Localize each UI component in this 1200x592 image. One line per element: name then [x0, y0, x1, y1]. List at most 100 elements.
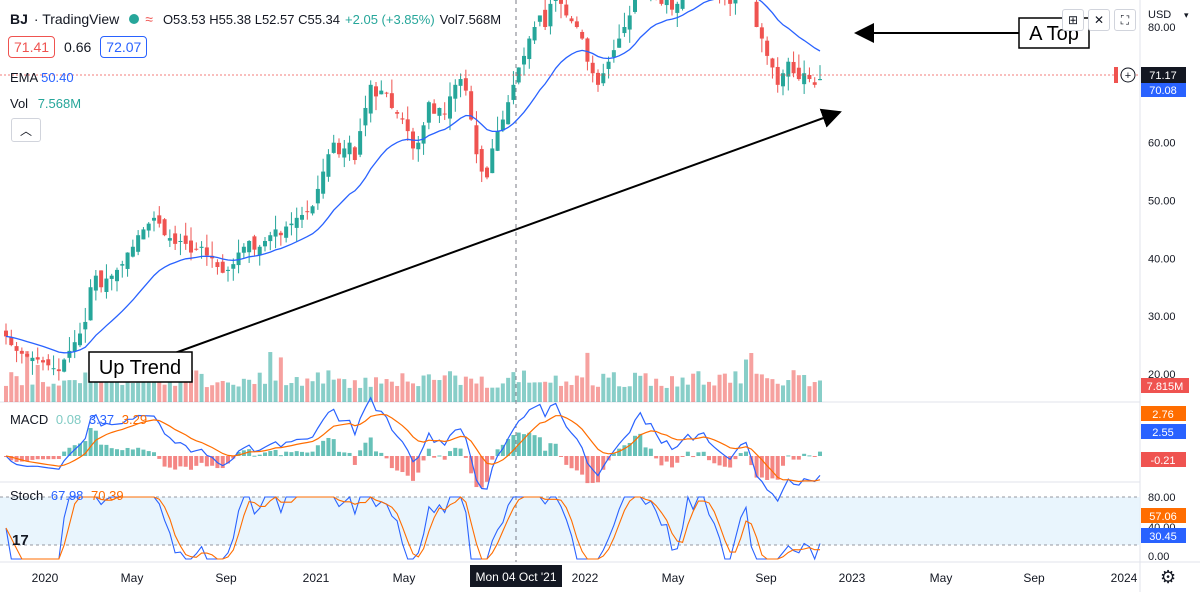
- macd-hist-bar: [426, 448, 431, 456]
- macd-hist-bar: [389, 456, 394, 469]
- macd-hist-bar: [675, 456, 680, 463]
- time-tick-label: 2024: [1111, 571, 1138, 585]
- tradingview-logo-icon[interactable]: 17: [12, 532, 29, 549]
- volume-bar: [83, 372, 88, 402]
- macd-hist-bar: [680, 456, 685, 457]
- candle-body: [374, 86, 378, 97]
- macd-hist-bar: [173, 456, 178, 470]
- symbol-name[interactable]: BJ: [10, 11, 28, 27]
- volume-bar: [585, 352, 590, 402]
- macd-hist-bar: [500, 444, 505, 456]
- macd-hist-bar: [99, 444, 104, 456]
- volume-bar: [786, 380, 791, 402]
- time-tick-label: May: [662, 571, 685, 585]
- candle-body: [99, 270, 104, 288]
- macd-hist-bar: [204, 456, 209, 467]
- candle-body: [19, 350, 24, 354]
- volume-bar: [648, 385, 653, 402]
- volume-bar: [527, 382, 532, 402]
- volume-bar: [500, 383, 505, 402]
- volume-bar: [712, 385, 717, 402]
- macd-hist-bar: [781, 456, 785, 466]
- macd-hist-bar: [384, 456, 389, 459]
- close-icon[interactable]: ✕: [1088, 9, 1110, 31]
- time-tick-label: May: [930, 571, 953, 585]
- gear-icon[interactable]: ⚙: [1160, 567, 1177, 587]
- macd-hist-bar: [596, 456, 600, 483]
- vol-legend-value: 7.568M: [37, 96, 82, 111]
- volume-bar: [580, 377, 585, 402]
- fullscreen-icon[interactable]: ⛶: [1114, 9, 1136, 31]
- candle-body: [35, 357, 40, 360]
- candle-body: [770, 58, 775, 68]
- macd-hist-bar: [707, 456, 711, 461]
- stoch-legend[interactable]: Stoch 67.98 70.39: [10, 488, 124, 503]
- candle-body: [337, 142, 341, 155]
- volume-bar: [765, 378, 770, 402]
- plus-icon[interactable]: [1120, 67, 1136, 83]
- macd-hist-bar: [601, 456, 606, 470]
- macd-hist-bar: [226, 456, 230, 464]
- candle-body: [400, 118, 405, 120]
- add-alert-icon[interactable]: ⊞: [1062, 9, 1084, 31]
- macd-hist-bar: [749, 456, 754, 466]
- ema-legend-label: EMA: [10, 70, 38, 85]
- macd-hist-bar: [395, 456, 400, 471]
- macd-hist-bar: [257, 454, 262, 456]
- volume-bar: [617, 386, 622, 402]
- volume-bar: [120, 384, 125, 402]
- volume-bar: [41, 382, 45, 402]
- macd-hist-bar: [617, 448, 622, 456]
- volume-bar: [115, 375, 119, 402]
- volume-bar: [342, 379, 347, 402]
- volume-bar: [125, 373, 130, 402]
- volume-bar: [458, 384, 463, 402]
- macd-hist-bar: [30, 456, 35, 460]
- ema-legend-value: 50.40: [41, 70, 74, 85]
- macd-hist-bar: [722, 456, 727, 467]
- candle-body: [786, 61, 791, 77]
- candle-body: [104, 278, 109, 292]
- volume-bar: [204, 387, 209, 402]
- collapse-chevron-icon[interactable]: ︿: [11, 118, 41, 142]
- macd-axis-signal: 2.76: [1152, 409, 1173, 421]
- vol-legend[interactable]: Vol 7.568M: [10, 96, 81, 111]
- volume-bar: [633, 372, 637, 402]
- macd-legend[interactable]: MACD 0.08 3.37 3.29: [10, 412, 147, 427]
- candle-body: [231, 264, 236, 269]
- candle-body: [14, 346, 19, 351]
- candle-body: [627, 15, 632, 30]
- price-tick-label: 30.00: [1148, 311, 1176, 323]
- candle-body: [596, 72, 600, 85]
- volume-bar: [659, 385, 664, 402]
- ema-legend[interactable]: EMA 50.40: [10, 70, 74, 85]
- macd-hist-bar: [273, 449, 278, 456]
- candle-body: [136, 235, 141, 252]
- macd-hist-bar: [416, 456, 421, 473]
- ema-line: [5, 0, 821, 354]
- ask-price[interactable]: 72.07: [100, 36, 148, 58]
- candle-body: [257, 246, 262, 256]
- volume-header-value: Vol7.568M: [439, 11, 502, 27]
- volume-bar: [553, 375, 558, 402]
- candle-body: [72, 342, 77, 352]
- bid-price[interactable]: 71.41: [8, 36, 56, 58]
- volume-bar: [25, 351, 30, 402]
- vol-legend-label: Vol: [10, 96, 29, 111]
- price-tick-label: 80.00: [1148, 22, 1176, 34]
- candle-body: [796, 67, 801, 80]
- volume-bar: [93, 374, 98, 402]
- macd-hist-bar: [109, 448, 114, 456]
- currency-label[interactable]: USD: [1148, 9, 1171, 21]
- volume-bar: [569, 384, 574, 402]
- volume-bar: [543, 381, 548, 402]
- stoch-legend-d: 70.39: [91, 488, 124, 503]
- crosshair-date-label: Mon 04 Oct '21: [476, 570, 557, 584]
- volume-bar: [548, 382, 553, 402]
- macd-hist-bar: [284, 451, 289, 456]
- macd-hist-bar: [479, 456, 484, 488]
- volume-bar: [638, 375, 643, 402]
- trend-annotation-label: Up Trend: [99, 357, 181, 379]
- volume-bar: [791, 370, 796, 402]
